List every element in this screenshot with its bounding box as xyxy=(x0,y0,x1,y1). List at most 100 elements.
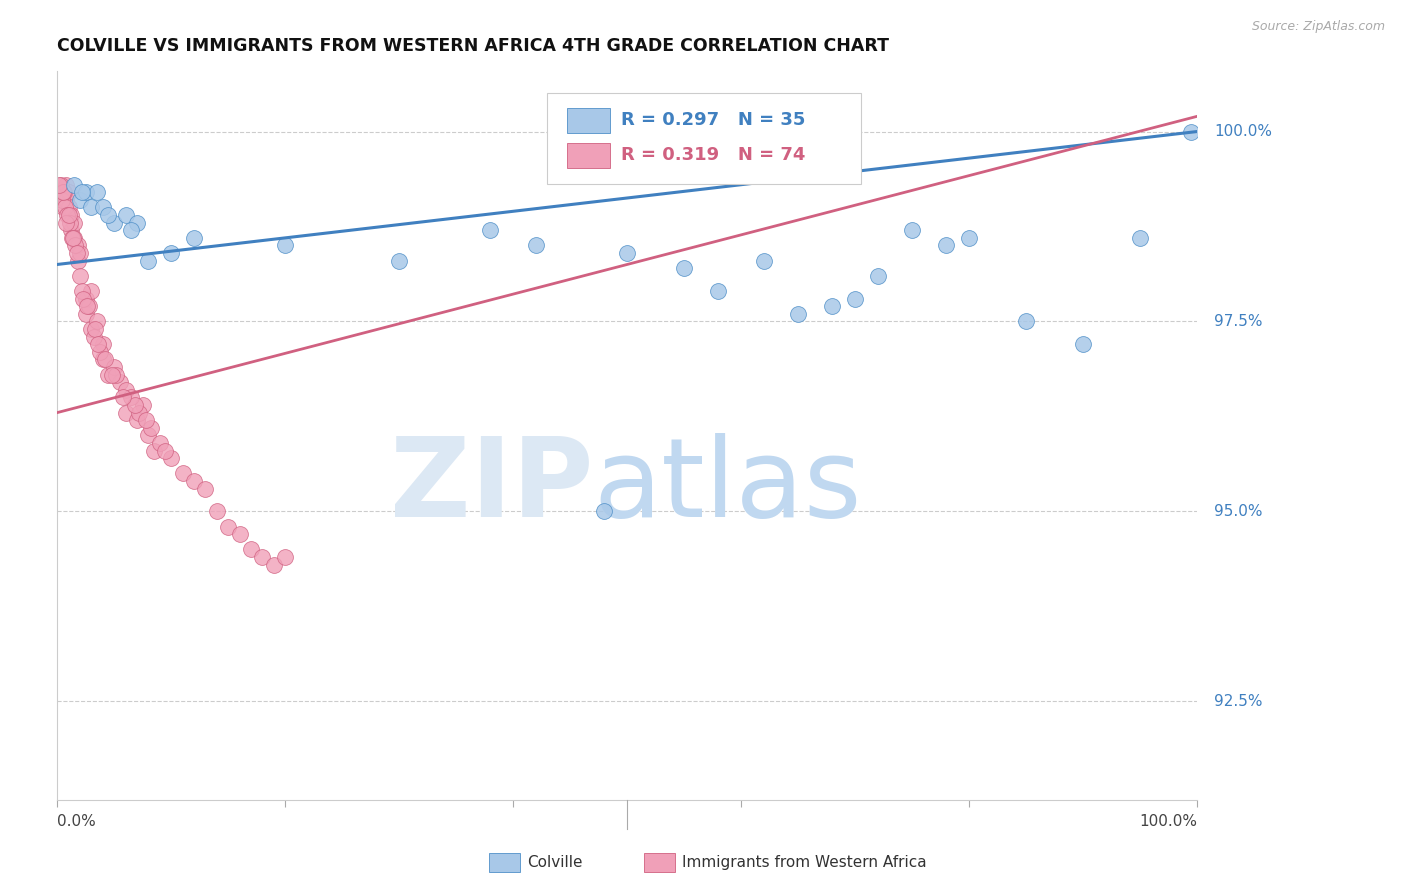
Point xyxy=(55,216,77,230)
Point xyxy=(86,314,108,328)
Text: 95.0%: 95.0% xyxy=(1215,504,1263,519)
Point xyxy=(673,261,696,276)
Point xyxy=(59,216,82,230)
Text: 100.0%: 100.0% xyxy=(1215,124,1272,139)
Point xyxy=(263,558,285,572)
Point xyxy=(114,406,136,420)
Point xyxy=(101,368,124,382)
Point xyxy=(112,391,135,405)
Point xyxy=(75,307,97,321)
Text: Source: ZipAtlas.com: Source: ZipAtlas.com xyxy=(1251,20,1385,33)
Point xyxy=(91,352,114,367)
Point xyxy=(72,292,94,306)
Point xyxy=(97,368,120,382)
Point xyxy=(135,413,157,427)
Point xyxy=(83,329,105,343)
Point xyxy=(53,201,76,215)
Point xyxy=(55,193,77,207)
Point xyxy=(65,238,87,252)
Point xyxy=(128,406,150,420)
Point xyxy=(60,231,83,245)
Point xyxy=(1180,124,1202,138)
Point xyxy=(91,201,114,215)
Point xyxy=(58,201,80,215)
Point xyxy=(957,231,980,245)
Point xyxy=(63,216,86,230)
Point xyxy=(49,178,72,192)
Point xyxy=(114,383,136,397)
Point xyxy=(103,359,125,374)
Point xyxy=(844,292,866,306)
Point xyxy=(75,292,97,306)
Point xyxy=(160,451,183,466)
Point xyxy=(274,549,297,564)
Point xyxy=(80,322,103,336)
Point xyxy=(75,186,97,200)
Point xyxy=(55,178,77,192)
Point xyxy=(120,391,142,405)
Point xyxy=(53,186,76,200)
Text: COLVILLE VS IMMIGRANTS FROM WESTERN AFRICA 4TH GRADE CORRELATION CHART: COLVILLE VS IMMIGRANTS FROM WESTERN AFRI… xyxy=(58,37,889,55)
Point xyxy=(1015,314,1038,328)
Point xyxy=(59,208,82,222)
Point xyxy=(59,223,82,237)
Point xyxy=(183,474,205,488)
Text: atlas: atlas xyxy=(593,433,862,540)
Point xyxy=(240,542,263,557)
Point xyxy=(125,413,148,427)
Point xyxy=(62,231,84,245)
Point xyxy=(63,231,86,245)
Point xyxy=(138,253,160,268)
Point xyxy=(51,193,73,207)
Point xyxy=(52,186,75,200)
Point xyxy=(138,428,160,442)
Point xyxy=(58,186,80,200)
Point xyxy=(388,253,411,268)
Point xyxy=(86,186,108,200)
Point xyxy=(80,284,103,298)
Point xyxy=(63,178,86,192)
Point xyxy=(69,246,91,260)
Point xyxy=(52,201,75,215)
Point xyxy=(183,231,205,245)
Point xyxy=(83,322,105,336)
Text: 92.5%: 92.5% xyxy=(1215,694,1263,709)
Point xyxy=(69,193,91,207)
Point xyxy=(901,223,924,237)
Point xyxy=(252,549,274,564)
Point xyxy=(58,208,80,222)
Text: R = 0.297   N = 35: R = 0.297 N = 35 xyxy=(621,112,806,129)
Point xyxy=(217,519,239,533)
Point xyxy=(707,284,730,298)
Point xyxy=(77,299,100,313)
Point xyxy=(105,368,128,382)
Point xyxy=(66,238,89,252)
Point xyxy=(91,337,114,351)
Point xyxy=(866,268,889,283)
Point xyxy=(56,208,79,222)
Point xyxy=(1129,231,1152,245)
FancyBboxPatch shape xyxy=(547,93,860,184)
Point xyxy=(76,299,98,313)
Point xyxy=(72,186,94,200)
Point xyxy=(155,443,177,458)
Point xyxy=(80,201,103,215)
Text: 0.0%: 0.0% xyxy=(58,814,96,829)
Point xyxy=(139,421,162,435)
Point xyxy=(752,253,775,268)
Point xyxy=(103,216,125,230)
Point xyxy=(479,223,502,237)
Point xyxy=(131,398,153,412)
Point xyxy=(593,504,616,518)
Point xyxy=(274,238,297,252)
Text: 97.5%: 97.5% xyxy=(1215,314,1263,329)
Text: ZIP: ZIP xyxy=(389,433,593,540)
Text: R = 0.319   N = 74: R = 0.319 N = 74 xyxy=(621,146,806,164)
Text: Immigrants from Western Africa: Immigrants from Western Africa xyxy=(682,855,927,870)
Point xyxy=(66,253,89,268)
Point xyxy=(524,238,547,252)
Point xyxy=(149,436,172,450)
Point xyxy=(89,344,111,359)
Point xyxy=(616,246,638,260)
Point xyxy=(65,246,87,260)
